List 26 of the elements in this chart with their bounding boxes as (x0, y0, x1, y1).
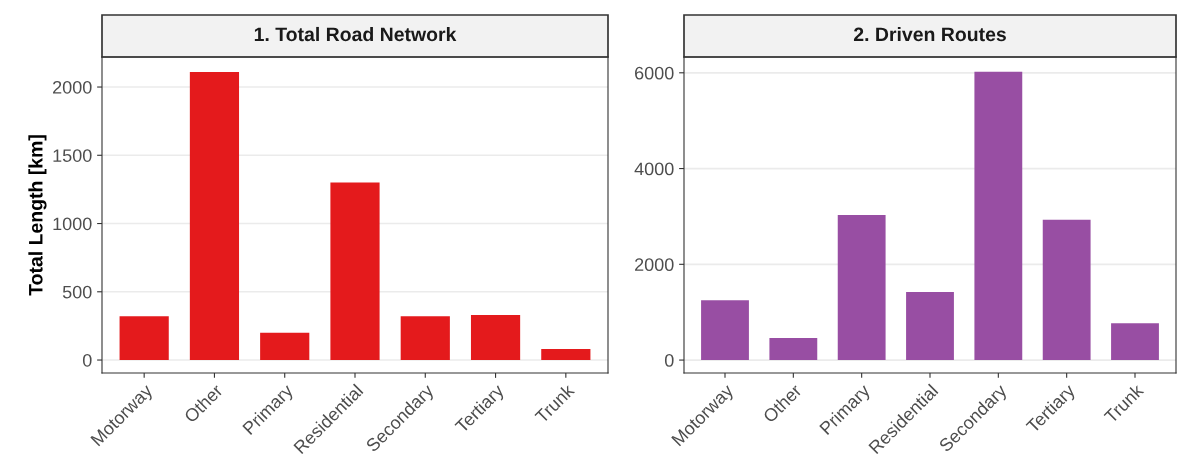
bar (330, 182, 380, 361)
bar (400, 316, 450, 361)
y-tick-label: 4000 (634, 162, 674, 176)
y-tick-label: 6000 (635, 66, 674, 80)
y-tick-label: 500 (62, 285, 92, 299)
y-tick-label: 1000 (53, 217, 92, 231)
bar (470, 314, 521, 361)
bar (837, 215, 886, 361)
bar (1042, 219, 1091, 361)
bar (260, 332, 310, 361)
chart-title: 1. Total Road Network (254, 26, 457, 42)
y-tick-label: 0 (82, 353, 92, 367)
bar (189, 72, 240, 361)
bar (974, 71, 1023, 361)
bar (541, 349, 591, 361)
bar (701, 300, 749, 361)
y-axis-title: Total Length [km] (28, 135, 47, 296)
bar (769, 338, 818, 361)
y-tick-label: 0 (664, 354, 674, 367)
y-tick-label: 2000 (53, 80, 92, 94)
bar (906, 292, 954, 361)
bar (119, 316, 169, 361)
y-tick-label: 2000 (635, 258, 674, 272)
chart-title: 2. Driven Routes (853, 26, 1006, 42)
y-tick-label: 1500 (53, 149, 92, 162)
bar (1111, 323, 1159, 361)
